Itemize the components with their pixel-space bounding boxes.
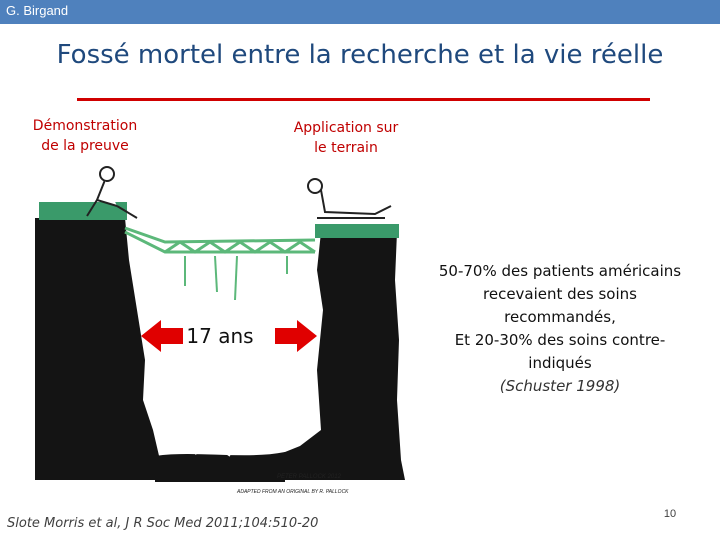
right-label-line-2: le terrain bbox=[314, 140, 378, 156]
title-underline bbox=[77, 98, 650, 101]
slide-title: Fossé mortel entre la recherche et la vi… bbox=[56, 40, 664, 70]
chasm-floor bbox=[155, 452, 285, 482]
patient-figure bbox=[307, 178, 392, 219]
artist-signature-line-1: PETER PALLOCK 2012 bbox=[277, 474, 342, 480]
fallen-figures bbox=[174, 434, 241, 457]
right-cliff-ledge bbox=[315, 224, 399, 238]
statistic-text: 50-70% des patients américains recevaien… bbox=[420, 260, 700, 398]
bridge bbox=[124, 226, 316, 254]
left-cliff-ledge bbox=[39, 202, 127, 220]
reference-citation: Slote Morris et al, J R Soc Med 2011;104… bbox=[7, 516, 319, 531]
header-bar: G. Birgand bbox=[0, 0, 720, 24]
left-label-line-2: de la preuve bbox=[41, 138, 129, 154]
page-number: 10 bbox=[663, 508, 677, 520]
right-cliff-label: Application sur le terrain bbox=[276, 118, 416, 158]
stat-citation: (Schuster 1998) bbox=[499, 377, 621, 395]
bridge-debris bbox=[184, 255, 288, 301]
artist-signature-line-2: ADAPTED FROM AN ORIGINAL BY R. PALLOCK bbox=[236, 489, 349, 495]
gap-years-label: 17 ans bbox=[186, 324, 254, 348]
right-arrow bbox=[275, 320, 317, 352]
left-cliff-label: Démonstration de la preuve bbox=[20, 116, 150, 156]
right-label-line-1: Application sur bbox=[293, 120, 399, 136]
right-cliff bbox=[239, 232, 405, 480]
left-label-line-1: Démonstration bbox=[32, 118, 138, 134]
researcher-figure bbox=[86, 166, 138, 219]
stat-line-2: recevaient des soins bbox=[483, 285, 637, 303]
stat-line-4: Et 20-30% des soins contre- bbox=[454, 331, 666, 349]
author-name: G. Birgand bbox=[6, 3, 69, 18]
stat-line-5: indiqués bbox=[528, 354, 592, 372]
left-arrow bbox=[141, 320, 183, 352]
stat-line-1: 50-70% des patients américains bbox=[438, 262, 682, 280]
stat-line-3: recommandés, bbox=[504, 308, 616, 326]
left-cliff bbox=[35, 218, 165, 480]
chasm-cartoon: PETER PALLOCK 2012 ADAPTED FROM AN ORIGI… bbox=[35, 166, 405, 495]
